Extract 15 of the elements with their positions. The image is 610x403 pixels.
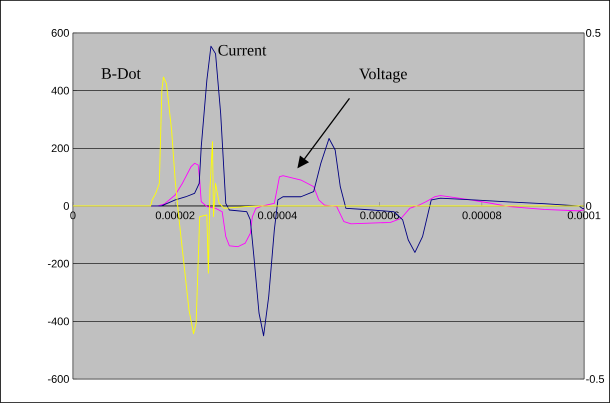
y-tick-label: 400 [51, 86, 69, 95]
series-label: B-Dot [102, 68, 141, 79]
y-tick-label: 600 [52, 29, 69, 37]
y-tick-label: -200 [48, 260, 69, 268]
text: Voltage [359, 68, 407, 83]
x-tick-label: 0.00008 [462, 212, 502, 220]
y2-tick-label: -0.5 [586, 375, 604, 383]
y2-tick-label: 0 [586, 202, 592, 210]
y-tick-label: 200 [52, 144, 69, 152]
series-label: Current [218, 44, 266, 56]
y-tick-label: -400 [48, 318, 69, 326]
y-tick-label: 0 [64, 202, 69, 210]
y-tick-label: -600 [48, 375, 69, 383]
y2-tick-label: 0.5 [586, 29, 600, 37]
x-tick-label: 0.00006 [360, 212, 399, 220]
